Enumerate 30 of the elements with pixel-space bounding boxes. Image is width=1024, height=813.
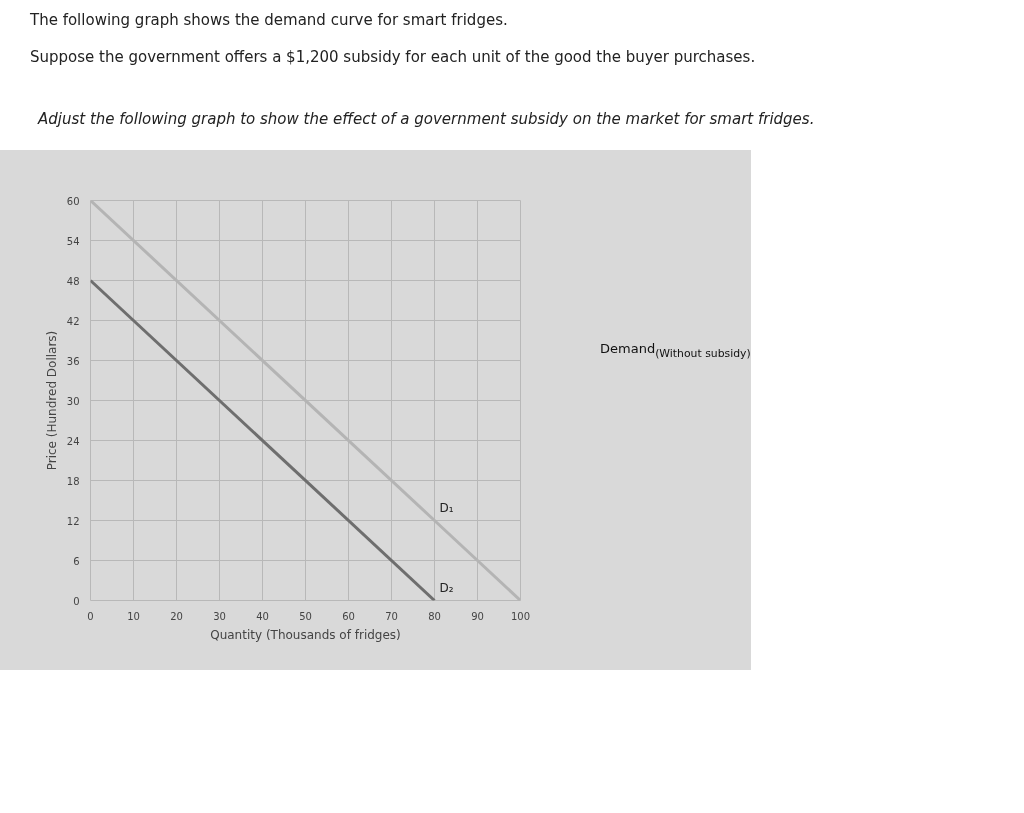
y-tick-label: 24: [66, 435, 80, 447]
y-tick-label: 60: [66, 195, 80, 207]
text: Demand$_{(Without subsidy)}$: [600, 340, 751, 362]
y-tick-label: 0: [73, 595, 80, 607]
x-tick-label: 60: [342, 610, 355, 622]
x-tick-label: 30: [213, 610, 226, 622]
y-tick-label: 36: [66, 355, 80, 367]
y-tick-label: 30: [66, 395, 80, 407]
series-label: D₂: [439, 580, 454, 595]
series-label: D₁: [439, 500, 454, 515]
x-tick-label: 70: [385, 610, 398, 622]
text: Adjust the following graph to show the effect of a government subsidy on the market for smart fridges.: [38, 108, 815, 130]
chart-title: The following graph shows the demand curve for smart fridges.: [30, 10, 508, 31]
x-tick-label: 0: [87, 610, 94, 622]
y-tick-label: 12: [66, 515, 80, 527]
x-tick-label: 80: [428, 610, 441, 622]
x-tick-label: 20: [170, 610, 183, 622]
y-tick-label: 18: [66, 475, 80, 487]
x-tick-label: 10: [127, 610, 140, 622]
y-tick-label: 42: [66, 315, 80, 327]
x-axis-title: Quantity (Thousands of fridges): [210, 627, 401, 642]
y-tick-label: 6: [73, 555, 80, 567]
x-tick-label: 50: [299, 610, 312, 622]
y-axis-title: Price (Hundred Dollars): [44, 330, 59, 471]
x-tick-label: 40: [256, 610, 269, 622]
y-tick-label: 54: [66, 235, 80, 247]
x-tick-label: 90: [471, 610, 484, 622]
chart-subtitle: Suppose the government offers a $1,200 subsidy for each unit of the good the buyer purchases.: [30, 47, 756, 69]
y-tick-label: 48: [66, 275, 80, 287]
x-tick-label: 100: [510, 610, 531, 622]
